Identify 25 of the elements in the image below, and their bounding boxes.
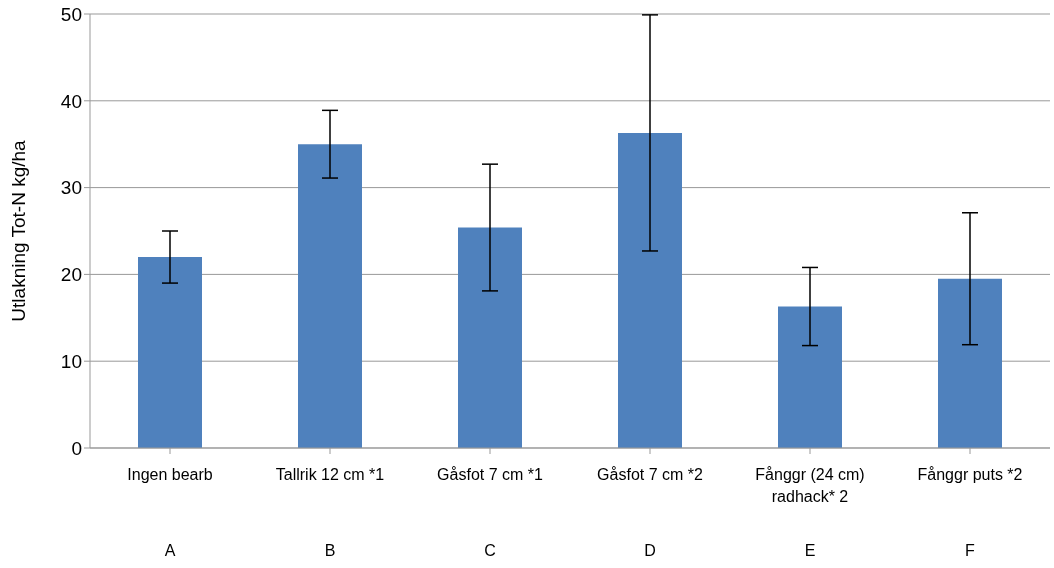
text: F bbox=[965, 542, 976, 559]
bar bbox=[778, 306, 842, 448]
x-tick-label: Fånggr puts *2 bbox=[917, 466, 1023, 483]
bar bbox=[618, 132, 682, 448]
bar bbox=[138, 257, 202, 448]
text: C bbox=[484, 542, 496, 559]
y-tick-label: 40 bbox=[60, 90, 82, 112]
bar bbox=[458, 227, 522, 448]
bar bbox=[938, 278, 1002, 448]
text: A bbox=[164, 542, 176, 559]
y-axis-title: Utlakning Tot-N kg/ha bbox=[7, 139, 29, 322]
y-tick-label: 20 bbox=[60, 264, 82, 286]
text: E bbox=[804, 542, 816, 559]
x-tick-label: Fånggr (24 cm) radhack* 2 bbox=[755, 466, 865, 505]
x-tick-label: Gåsfot 7 cm *2 bbox=[597, 466, 704, 483]
y-tick-label: 10 bbox=[60, 350, 82, 372]
bar bbox=[298, 144, 362, 448]
y-tick-label: 50 bbox=[60, 3, 82, 25]
y-tick-label: 30 bbox=[60, 177, 82, 199]
text: D bbox=[644, 542, 656, 559]
y-tick-label: 0 bbox=[71, 437, 82, 459]
x-tick-label: Ingen bearb bbox=[127, 466, 213, 483]
x-tick-label: Gåsfot 7 cm *1 bbox=[437, 466, 544, 483]
text: B bbox=[324, 542, 336, 559]
x-tick-label: Tallrik 12 cm *1 bbox=[275, 466, 385, 483]
